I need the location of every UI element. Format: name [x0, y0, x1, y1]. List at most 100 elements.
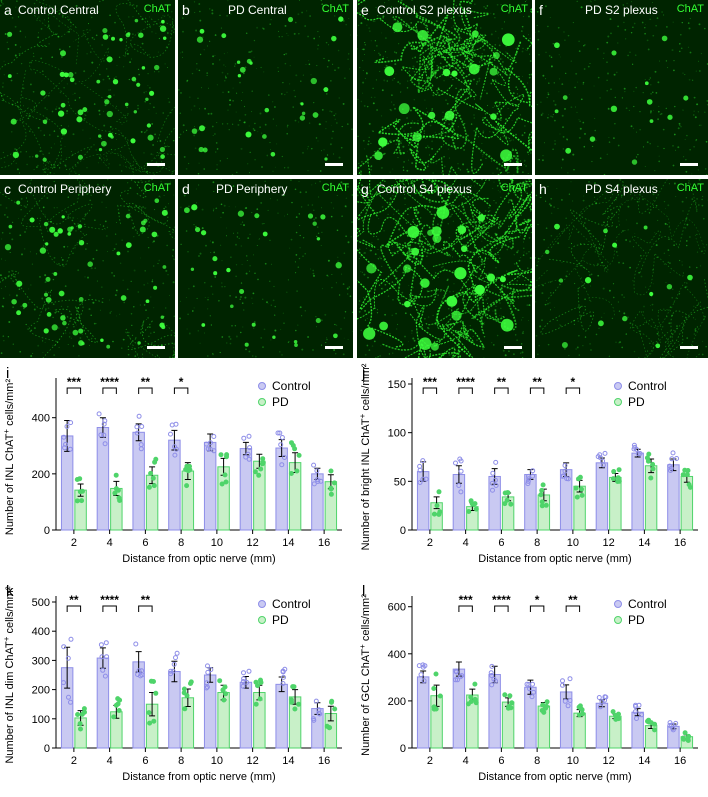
bar-control [96, 657, 110, 749]
data-point [256, 472, 262, 478]
data-point [64, 424, 70, 429]
chart-svg: l 0 200 400 600 Number of GCL ChAT+ cells/mm²… [358, 583, 698, 783]
data-point [453, 460, 458, 466]
panel-letter: g [361, 181, 369, 197]
data-point [489, 673, 495, 678]
chat-cell [161, 19, 165, 24]
fiber [376, 106, 460, 149]
y-tick-label: 300 [32, 655, 50, 667]
data-point [560, 473, 565, 479]
data-point [240, 683, 246, 689]
data-point [616, 478, 622, 484]
data-point [65, 655, 71, 661]
chat-cell [96, 79, 101, 84]
chat-cell [561, 342, 568, 348]
chat-cell [446, 295, 458, 307]
data-point [146, 710, 152, 716]
chat-cell [191, 204, 198, 211]
micrograph-image [0, 179, 175, 358]
bar-control [667, 464, 680, 531]
chat-cell [162, 36, 167, 41]
data-point [652, 727, 657, 733]
data-point [530, 681, 535, 687]
significance-label: * [571, 375, 576, 389]
data-point [151, 483, 157, 489]
chat-cell [53, 231, 59, 237]
chat-cell [137, 341, 141, 345]
chat-cell [471, 30, 479, 38]
chat-cell [335, 262, 342, 269]
data-point [102, 418, 108, 424]
chat-cell [77, 224, 83, 229]
bar-control [416, 676, 430, 749]
chat-cell [264, 107, 270, 113]
chat-cell [107, 132, 113, 138]
data-point [79, 711, 85, 717]
micrograph-image [178, 179, 353, 358]
data-point [260, 456, 266, 462]
chat-cell [133, 110, 137, 114]
fiber [432, 260, 498, 315]
data-point [313, 698, 319, 704]
data-point [98, 642, 104, 648]
data-point [417, 480, 423, 485]
data-point [490, 487, 495, 493]
fiber [29, 60, 129, 151]
chat-cell [87, 261, 93, 267]
stain-label: ChAT [321, 182, 349, 194]
fiber [498, 179, 532, 219]
chat-cell [46, 312, 52, 317]
chat-cell [338, 16, 344, 22]
chat-cell [299, 115, 306, 121]
micrograph-image [535, 179, 708, 358]
data-point [526, 473, 531, 479]
data-point [502, 692, 508, 698]
chat-cell [35, 154, 39, 158]
chat-cell [417, 30, 429, 41]
significance-label: * [179, 375, 184, 389]
chat-cell [460, 245, 468, 253]
data-point [453, 669, 459, 675]
chat-cell [246, 58, 252, 64]
data-point [509, 700, 515, 706]
chat-cell [60, 50, 66, 57]
x-tick-label: 2 [427, 755, 433, 767]
data-point [576, 712, 582, 718]
fiber [472, 180, 532, 234]
fiber [417, 341, 467, 358]
chat-cell [60, 315, 66, 321]
data-point [616, 467, 622, 473]
x-tick-label: 8 [534, 537, 540, 549]
data-point [633, 702, 638, 708]
data-point [508, 501, 514, 507]
x-tick-label: 16 [674, 537, 686, 549]
data-point [544, 699, 550, 705]
x-tick-label: 4 [463, 537, 469, 549]
significance-label: **** [456, 375, 475, 389]
data-point [682, 467, 688, 473]
bar-pd [644, 465, 658, 531]
chat-cell [43, 292, 49, 297]
chat-cell [199, 125, 205, 132]
data-point [682, 730, 688, 736]
data-point [473, 700, 479, 706]
bar-chart-i: i 0 200 400 Number of INL ChAT+ cells/mm² Dis… [0, 362, 352, 574]
data-point [421, 678, 427, 684]
significance-bracket [102, 605, 117, 612]
x-tick-label: 4 [107, 755, 113, 767]
fiber [441, 179, 508, 256]
chat-cell [191, 128, 198, 134]
data-point [684, 472, 690, 478]
chat-cell [154, 64, 160, 71]
chat-cell [39, 247, 47, 254]
chat-cell [159, 25, 167, 32]
micrograph-panel-d: d PD Periphery ChAT [178, 179, 353, 358]
chat-cell [366, 263, 377, 274]
chat-cell [584, 277, 592, 284]
data-point [595, 454, 601, 460]
data-point [184, 463, 190, 469]
data-point [527, 686, 533, 692]
chat-cell [324, 157, 328, 161]
data-point [115, 487, 121, 493]
fiber [416, 14, 517, 69]
